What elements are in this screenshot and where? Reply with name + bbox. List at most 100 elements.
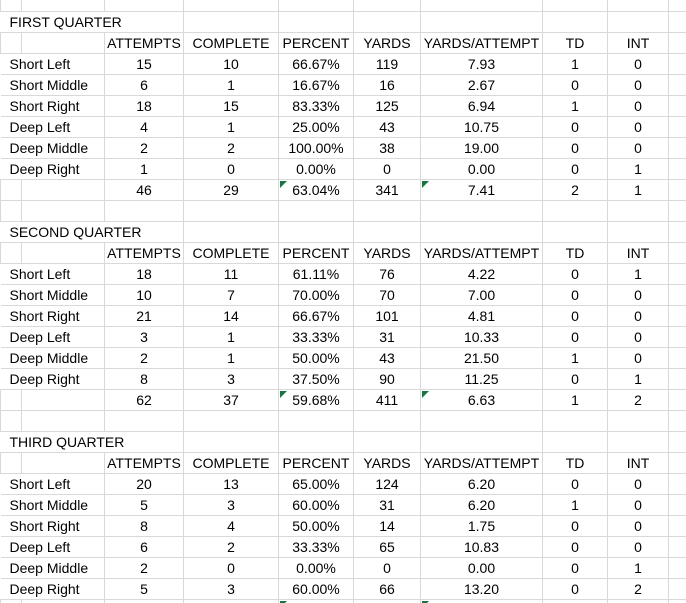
cell-yards[interactable]: 90: [353, 368, 421, 390]
cell-percent[interactable]: 37.50%: [278, 368, 354, 390]
empty-cell[interactable]: [353, 410, 421, 432]
cell-percent[interactable]: 60.00%: [278, 578, 354, 600]
empty-cell[interactable]: [542, 221, 608, 243]
empty-cell[interactable]: [420, 221, 543, 243]
total-percent[interactable]: 59.68%: [278, 389, 354, 411]
total-yards[interactable]: 341: [353, 179, 421, 201]
empty-cell[interactable]: [183, 0, 279, 12]
empty-cell[interactable]: [21, 452, 105, 474]
row-label[interactable]: Deep Right: [0, 578, 105, 600]
cell-yards[interactable]: 125: [353, 95, 421, 117]
cell-yards-per-attempt[interactable]: 10.83: [420, 536, 543, 558]
column-header-int[interactable]: INT: [607, 32, 669, 54]
empty-cell[interactable]: [668, 284, 686, 306]
cell-yards[interactable]: 66: [353, 578, 421, 600]
empty-cell[interactable]: [183, 431, 279, 453]
cell-complete[interactable]: 15: [183, 95, 279, 117]
column-header-int[interactable]: INT: [607, 242, 669, 264]
cell-yards[interactable]: 0: [353, 158, 421, 180]
cell-complete[interactable]: 7: [183, 284, 279, 306]
cell-percent[interactable]: 33.33%: [278, 536, 354, 558]
cell-attempts[interactable]: 3: [104, 326, 184, 348]
empty-cell[interactable]: [0, 179, 22, 201]
cell-int[interactable]: 0: [607, 473, 669, 495]
row-label[interactable]: Short Left: [0, 473, 105, 495]
row-label[interactable]: Deep Left: [0, 326, 105, 348]
empty-cell[interactable]: [668, 53, 686, 75]
total-yards-per-attempt[interactable]: 7.41: [420, 179, 543, 201]
cell-td[interactable]: 0: [542, 473, 608, 495]
cell-int[interactable]: 1: [607, 158, 669, 180]
empty-cell[interactable]: [668, 536, 686, 558]
empty-cell[interactable]: [0, 242, 22, 264]
cell-yards[interactable]: 31: [353, 326, 421, 348]
cell-int[interactable]: 0: [607, 74, 669, 96]
empty-cell[interactable]: [0, 200, 22, 222]
column-header-attempts[interactable]: ATTEMPTS: [104, 452, 184, 474]
cell-td[interactable]: 0: [542, 536, 608, 558]
empty-cell[interactable]: [104, 200, 184, 222]
empty-cell[interactable]: [668, 0, 686, 12]
cell-yards-per-attempt[interactable]: 1.75: [420, 515, 543, 537]
cell-complete[interactable]: 1: [183, 326, 279, 348]
cell-yards[interactable]: 38: [353, 137, 421, 159]
total-attempts[interactable]: 46: [104, 179, 184, 201]
cell-yards-per-attempt[interactable]: 19.00: [420, 137, 543, 159]
section-title[interactable]: SECOND QUARTER: [0, 221, 184, 243]
empty-cell[interactable]: [607, 11, 669, 33]
total-yards[interactable]: 300: [353, 599, 421, 603]
empty-cell[interactable]: [0, 410, 22, 432]
empty-cell[interactable]: [668, 74, 686, 96]
empty-cell[interactable]: [183, 11, 279, 33]
cell-int[interactable]: 1: [607, 557, 669, 579]
total-complete[interactable]: 25: [183, 599, 279, 603]
empty-cell[interactable]: [668, 515, 686, 537]
empty-cell[interactable]: [21, 200, 105, 222]
row-label[interactable]: Short Middle: [0, 74, 105, 96]
cell-int[interactable]: 0: [607, 284, 669, 306]
cell-complete[interactable]: 3: [183, 578, 279, 600]
cell-percent[interactable]: 16.67%: [278, 74, 354, 96]
cell-percent[interactable]: 100.00%: [278, 137, 354, 159]
empty-cell[interactable]: [668, 452, 686, 474]
column-header-percent[interactable]: PERCENT: [278, 32, 354, 54]
cell-yards-per-attempt[interactable]: 10.75: [420, 116, 543, 138]
empty-cell[interactable]: [353, 0, 421, 12]
empty-cell[interactable]: [607, 431, 669, 453]
cell-attempts[interactable]: 8: [104, 515, 184, 537]
total-attempts[interactable]: 46: [104, 599, 184, 603]
empty-cell[interactable]: [668, 137, 686, 159]
column-header-yards-attempt[interactable]: YARDS/ATTEMPT: [420, 242, 543, 264]
cell-td[interactable]: 0: [542, 284, 608, 306]
empty-cell[interactable]: [183, 200, 279, 222]
empty-cell[interactable]: [668, 305, 686, 327]
empty-cell[interactable]: [668, 326, 686, 348]
cell-attempts[interactable]: 21: [104, 305, 184, 327]
cell-percent[interactable]: 0.00%: [278, 557, 354, 579]
cell-td[interactable]: 0: [542, 263, 608, 285]
cell-attempts[interactable]: 4: [104, 116, 184, 138]
column-header-yards-attempt[interactable]: YARDS/ATTEMPT: [420, 32, 543, 54]
cell-attempts[interactable]: 5: [104, 494, 184, 516]
cell-percent[interactable]: 0.00%: [278, 158, 354, 180]
empty-cell[interactable]: [542, 0, 608, 12]
empty-cell[interactable]: [668, 221, 686, 243]
column-header-int[interactable]: INT: [607, 452, 669, 474]
cell-int[interactable]: 0: [607, 515, 669, 537]
cell-attempts[interactable]: 2: [104, 137, 184, 159]
section-title[interactable]: THIRD QUARTER: [0, 431, 184, 453]
cell-attempts[interactable]: 15: [104, 53, 184, 75]
empty-cell[interactable]: [668, 11, 686, 33]
empty-cell[interactable]: [21, 179, 105, 201]
row-label[interactable]: Deep Right: [0, 368, 105, 390]
cell-int[interactable]: 0: [607, 305, 669, 327]
empty-cell[interactable]: [104, 0, 184, 12]
cell-complete[interactable]: 2: [183, 536, 279, 558]
cell-td[interactable]: 1: [542, 494, 608, 516]
cell-complete[interactable]: 2: [183, 137, 279, 159]
empty-cell[interactable]: [668, 578, 686, 600]
cell-percent[interactable]: 66.67%: [278, 305, 354, 327]
cell-attempts[interactable]: 6: [104, 536, 184, 558]
cell-complete[interactable]: 11: [183, 263, 279, 285]
row-label[interactable]: Deep Left: [0, 116, 105, 138]
